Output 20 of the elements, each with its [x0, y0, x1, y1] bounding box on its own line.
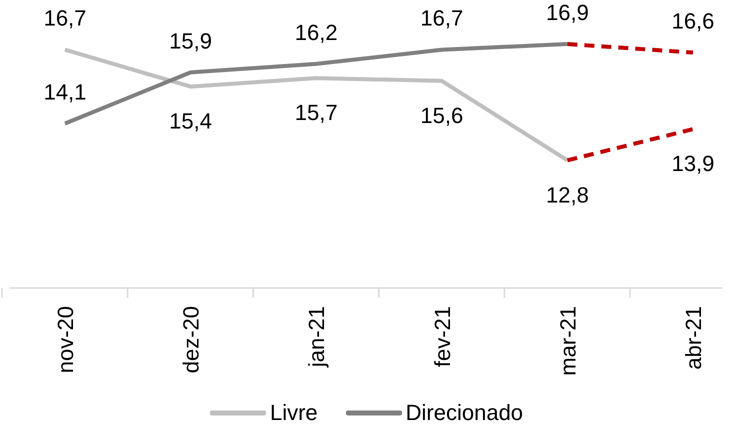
data-label: 15,6 [420, 102, 464, 128]
data-label: 16,7 [420, 6, 464, 31]
data-label: 15,4 [169, 108, 212, 134]
data-label: 16,2 [294, 20, 338, 45]
x-tick-label: nov-20 [53, 306, 78, 374]
x-tick-label: dez-20 [178, 306, 204, 374]
data-label: 14,1 [44, 79, 86, 104]
data-label: 16,6 [672, 8, 714, 34]
data-label: 12,8 [546, 182, 589, 208]
x-tick-label: jan-21 [304, 306, 330, 368]
data-label: 15,9 [169, 28, 212, 54]
data-label: 13,9 [672, 151, 714, 176]
data-label: 15,7 [294, 100, 338, 126]
data-label: 16,9 [546, 0, 589, 26]
data-label: 16,7 [44, 6, 86, 31]
x-tick-label: fev-21 [430, 306, 455, 368]
legend-label: Direcionado [406, 400, 524, 426]
legend-label: Livre [270, 400, 318, 426]
x-tick-label: abr-21 [681, 306, 706, 370]
x-tick-label: mar-21 [555, 306, 580, 376]
